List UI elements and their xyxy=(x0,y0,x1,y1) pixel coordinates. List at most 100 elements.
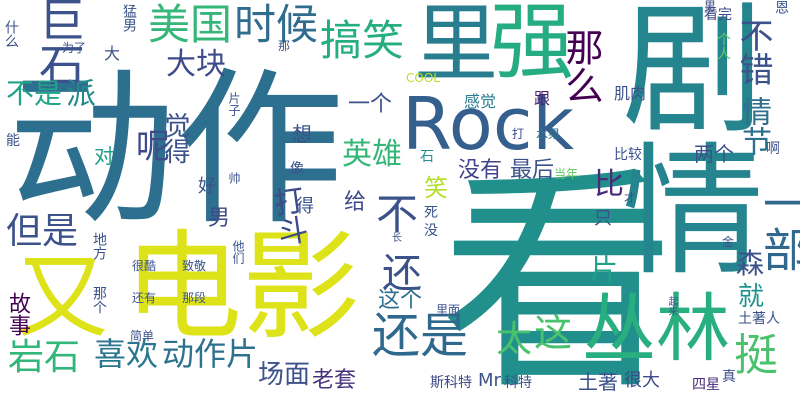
word-nan: 男 xyxy=(208,206,231,231)
word-gaoxiao: 搞笑 xyxy=(320,16,405,65)
word-mei: 没 xyxy=(424,223,438,239)
word-geren: 个人 xyxy=(715,32,731,60)
word-xiang: 想 xyxy=(292,122,312,146)
word-da-2: 大 xyxy=(104,44,121,63)
word-kan: 看 xyxy=(440,146,677,400)
word-danshi: 但是 xyxy=(6,211,79,252)
word-limian: 里面 xyxy=(436,303,461,317)
word-dongzuo: 动作 xyxy=(8,52,344,248)
word-difang: 地方 xyxy=(91,232,107,260)
word-xiao: 笑 xyxy=(424,174,448,202)
word-weile: 为了 xyxy=(62,41,87,55)
word-jirou: 肌肉 xyxy=(614,84,647,103)
word-en: 恩 xyxy=(773,0,789,14)
word-juqing: 剧情 xyxy=(597,0,762,278)
word-jiu: 就 xyxy=(738,282,765,312)
word-name: 那么 xyxy=(559,28,603,104)
word-kete: 科特 xyxy=(504,375,532,391)
word-zhen: 真 xyxy=(722,369,736,385)
word-you: 又 xyxy=(16,244,109,351)
word-ting: 挺 xyxy=(734,330,778,381)
word-henku: 很酷 xyxy=(132,259,157,273)
word-tamen: 他们 xyxy=(231,240,245,264)
word-rock: Rock xyxy=(402,82,575,166)
word-dui: 对 xyxy=(94,144,114,168)
word-na: 那 xyxy=(278,39,291,53)
word-juede: 觉得 xyxy=(160,112,190,164)
word-meiguo: 美国 xyxy=(148,0,233,49)
word-gei: 给 xyxy=(344,190,367,215)
word-a: 啊 xyxy=(766,141,780,157)
word-bu: 不 xyxy=(376,190,419,239)
word-haishi: 还是 xyxy=(372,308,469,364)
word-zhe: 这 xyxy=(534,311,573,355)
word-ganjue: 感觉 xyxy=(464,92,497,111)
word-jin: 金 xyxy=(722,235,735,249)
word-xiang-2: 像 xyxy=(290,161,304,177)
word-qiang: 强 xyxy=(490,0,575,91)
word-bi: 比 xyxy=(594,167,624,202)
word-dianying: 电影 xyxy=(124,218,361,356)
word-cai: 才 xyxy=(624,191,637,205)
word-shihou: 时候 xyxy=(234,0,319,49)
word-henda: 很大 xyxy=(624,370,660,391)
word-de: 得 xyxy=(296,196,314,217)
word-shuiguo: 水果 xyxy=(536,127,561,141)
word-dongzuopian: 动作片 xyxy=(162,335,259,373)
word-da: 打 xyxy=(512,127,525,141)
word-zhi: 只 xyxy=(594,208,612,229)
word-qingjie: 情节 xyxy=(736,96,771,156)
word-yibu: 一部 xyxy=(756,180,800,272)
word-sixing: 四星 xyxy=(692,377,720,393)
word-zhijing: 致敬 xyxy=(182,259,207,273)
word-jushi: 巨石 xyxy=(32,0,86,88)
word-shenme: 什么 xyxy=(3,20,19,48)
word-bijiao: 比较 xyxy=(614,147,642,163)
word-bucuo: 不错 xyxy=(733,18,773,86)
word-pian: 片 xyxy=(590,253,619,286)
word-zhege: 这个 xyxy=(378,288,423,313)
word-bushi: 不是 xyxy=(6,77,63,110)
word-liangge: 两个 xyxy=(694,142,734,166)
word-naduan: 那段 xyxy=(182,291,207,305)
word-haiyou: 还有 xyxy=(132,291,157,305)
word-qilai: 起来 xyxy=(666,296,677,316)
word-kanwan: 看完 xyxy=(704,7,732,23)
word-laotao: 老套 xyxy=(312,368,357,393)
word-pai: 派 xyxy=(66,77,96,112)
word-hao: 好 xyxy=(198,176,216,197)
word-gushi: 故事 xyxy=(5,292,30,336)
word-chang: 长 xyxy=(392,233,402,244)
word-shi: 石 xyxy=(420,149,434,165)
word-ne: 呢 xyxy=(136,127,170,167)
word-dangnian: 当年 xyxy=(554,167,579,181)
word-tuzhu: 土著 xyxy=(578,370,618,394)
word-yingxiong: 英雄 xyxy=(342,137,402,172)
word-sen: 森 xyxy=(736,247,765,280)
word-mengnan: 猛男 xyxy=(121,4,137,32)
word-cool: COOL xyxy=(406,71,440,85)
word-changmian: 场面 xyxy=(258,360,311,390)
word-mr: Mr xyxy=(478,370,501,391)
word-jiandan: 简单 xyxy=(130,329,155,343)
word-conglin: 丛林 xyxy=(582,286,730,372)
word-gen: 跟 xyxy=(531,90,550,106)
word-sikete: 斯科特 xyxy=(430,375,472,391)
word-tuzhuren: 土著人 xyxy=(738,311,780,327)
word-xihuan: 喜欢 xyxy=(94,335,159,373)
word-si: 死 xyxy=(424,205,438,221)
word-li: 里 xyxy=(414,0,499,93)
word-shuai: 帅 xyxy=(227,172,241,184)
word-neng: 能 xyxy=(6,133,20,149)
word-nan-2: 男 xyxy=(704,0,717,13)
word-pianzi: 片子 xyxy=(227,92,241,116)
word-hai: 还 xyxy=(382,251,422,297)
word-yanshi: 岩石 xyxy=(8,337,81,378)
word-yige: 一个 xyxy=(348,92,393,117)
word-dakuai: 大块 xyxy=(166,47,226,82)
word-tai: 太 xyxy=(496,319,533,360)
word-zuihou: 最后 xyxy=(510,158,555,183)
word-nage: 那个 xyxy=(91,286,107,314)
word-meiyou: 没有 xyxy=(458,158,503,183)
